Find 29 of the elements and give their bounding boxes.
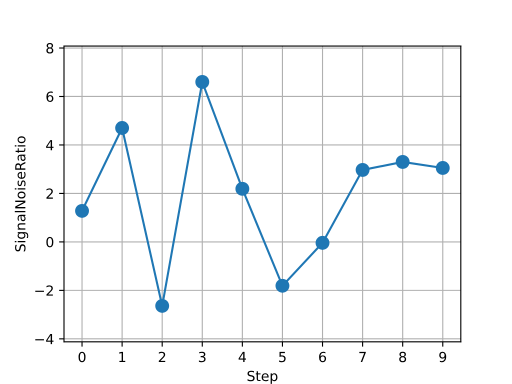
point xyxy=(75,204,89,218)
x-tick-label: 8 xyxy=(399,352,406,362)
x-tick-label: 0 xyxy=(78,352,86,362)
point xyxy=(115,121,130,135)
x-axis-title: Step xyxy=(248,370,278,384)
y-tick-label: −2 xyxy=(35,285,53,296)
x-tick-label: 4 xyxy=(238,352,246,362)
point xyxy=(155,298,170,313)
point xyxy=(235,182,250,196)
x-tick-label: 2 xyxy=(158,352,166,362)
x-tick-label: 7 xyxy=(359,352,366,362)
y-tick-label: 6 xyxy=(46,91,54,102)
y-tick-label: 2 xyxy=(46,188,53,199)
y-axis-title: SignalNoiseRatio xyxy=(14,136,28,252)
point xyxy=(316,236,330,250)
point xyxy=(436,161,450,175)
point xyxy=(195,75,210,89)
x-tick-label: 3 xyxy=(198,352,206,362)
x-tick-label: 1 xyxy=(119,352,126,362)
point xyxy=(356,162,370,177)
x-tick-label: 9 xyxy=(439,352,446,362)
point xyxy=(275,278,290,293)
x-tick-label: 5 xyxy=(279,352,286,362)
point xyxy=(396,154,410,169)
y-tick-label: −4 xyxy=(35,334,54,344)
y-tick-label: 8 xyxy=(46,42,54,54)
y-tick-label: 4 xyxy=(46,140,54,150)
y-tick-label: 0 xyxy=(46,236,54,248)
x-tick-label: 6 xyxy=(319,352,326,362)
